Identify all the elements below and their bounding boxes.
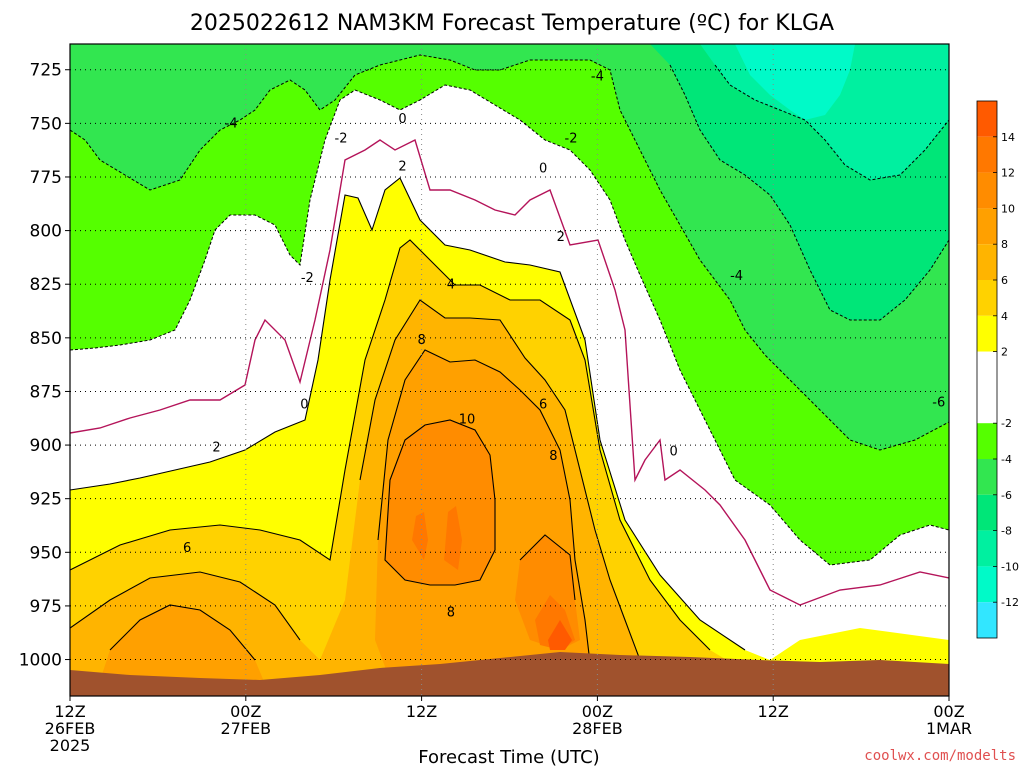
x-tick-label: 1MAR — [926, 719, 972, 738]
colorbar-swatch — [977, 459, 997, 495]
colorbar-label: -2 — [1001, 417, 1012, 430]
contour-label: 2 — [398, 159, 406, 174]
contour-label: 10 — [459, 412, 476, 427]
contour-label: 0 — [669, 445, 677, 460]
colorbar-swatch — [977, 101, 997, 137]
x-tick-label: 2025 — [50, 736, 91, 755]
colorbar-label: 10 — [1001, 202, 1015, 215]
x-axis-label: Forecast Time (UTC) — [418, 747, 599, 768]
contour-label: -2 — [565, 132, 578, 147]
colorbar-swatch — [977, 244, 997, 280]
contour-label: 2 — [557, 230, 565, 245]
contour-minus-8 — [714, 64, 949, 181]
colorbar-swatch — [977, 494, 997, 531]
y-tick-label: 750 — [30, 114, 62, 134]
region-14-to-16 — [548, 620, 572, 650]
plot-frame — [69, 43, 950, 697]
y-axis: 725 750 775 800 825 850 875 900 925 950 975 1000 — [19, 61, 70, 671]
colorbar-label: -12 — [1001, 596, 1019, 609]
contour-label: 8 — [447, 606, 455, 621]
colorbar-swatch — [977, 566, 997, 603]
y-tick-label: 900 — [30, 436, 62, 456]
contour-label: -4 — [591, 69, 604, 84]
contour-labels: -4 -4 -4 -2 -2 -2 0 0 0 0 2 2 2 4 8 6 10 8 6 8 -6 — [183, 69, 945, 621]
contour-label: 0 — [398, 112, 406, 127]
y-tick-label: 975 — [30, 597, 62, 617]
x-tick-label: 28FEB — [572, 719, 623, 738]
contour-label: -6 — [932, 395, 945, 410]
chart-title: 2025022612 NAM3KM Forecast Temperature (… — [190, 11, 834, 36]
contour-minus-6 — [669, 64, 949, 321]
colorbar-frame — [976, 100, 998, 639]
contour-label: -4 — [225, 117, 238, 132]
colorbar-swatch — [977, 136, 997, 173]
contour-label: 4 — [447, 277, 455, 292]
x-tick-label: 00Z — [230, 702, 261, 721]
colorbar-swatch — [977, 280, 997, 316]
contour-label: 6 — [183, 541, 191, 556]
colorbar: 14 12 10 8 6 4 2 -2 -4 -6 -8 -10 -12 — [976, 100, 1019, 639]
colorbar-label: 14 — [1001, 131, 1015, 144]
region-10-to-12 — [385, 420, 580, 650]
x-tick-label: 12Z — [54, 702, 85, 721]
colorbar-swatch — [977, 423, 997, 459]
terrain — [70, 652, 949, 696]
colorbar-label: -10 — [1001, 560, 1019, 573]
contour-zero — [70, 139, 949, 606]
colorbar-swatch — [977, 530, 997, 567]
colorbar-swatch — [977, 602, 997, 638]
y-tick-label: 1000 — [19, 651, 62, 671]
contour-plus-6 — [70, 299, 641, 661]
contour-plus-8 — [109, 349, 593, 681]
contour-label: 0 — [300, 397, 308, 412]
colorbar-swatch — [977, 315, 997, 352]
y-tick-label: 725 — [30, 61, 62, 81]
colorbar-swatch — [977, 172, 997, 209]
colorbar-label: -8 — [1001, 525, 1012, 538]
contour-label: 6 — [539, 397, 547, 412]
contour-plus-4 — [70, 239, 711, 651]
contour-label: -2 — [301, 271, 314, 286]
source-credit: coolwx.com/modelts — [864, 748, 1016, 764]
x-tick-label: 26FEB — [45, 719, 96, 738]
contour-plus-10 — [384, 419, 576, 601]
colorbar-swatch — [977, 351, 997, 424]
plot-area: -4 -4 -4 -2 -2 -2 0 0 0 0 2 2 2 4 8 6 10 8 6 8 -6 — [69, 43, 950, 697]
contour-label: 0 — [539, 162, 547, 177]
x-tick-label: 12Z — [758, 702, 789, 721]
colorbar-swatch — [977, 208, 997, 245]
y-tick-label: 950 — [30, 543, 62, 563]
contour-minus-2 — [70, 84, 949, 566]
colorbar-label: -4 — [1001, 453, 1012, 466]
contour-label: 2 — [212, 440, 220, 455]
contour-label: -4 — [730, 269, 743, 284]
x-tick-label: 27FEB — [220, 719, 271, 738]
colorbar-label: 6 — [1001, 274, 1008, 287]
contour-label: 8 — [417, 333, 425, 348]
x-tick-label: 00Z — [582, 702, 613, 721]
region-minus-10-to-minus-12 — [735, 44, 855, 120]
y-tick-label: 850 — [30, 329, 62, 349]
x-tick-label: 12Z — [406, 702, 437, 721]
grid-lines — [70, 44, 949, 696]
y-tick-label: 925 — [30, 490, 62, 510]
y-tick-label: 875 — [30, 382, 62, 402]
contour-label: -2 — [335, 132, 348, 147]
contour-plus-2 — [70, 177, 746, 651]
y-tick-label: 775 — [30, 168, 62, 188]
colorbar-label: -6 — [1001, 489, 1012, 502]
colorbar-label: 12 — [1001, 167, 1015, 180]
y-tick-label: 825 — [30, 275, 62, 295]
region-12-to-14 — [412, 506, 575, 650]
y-tick-label: 800 — [30, 222, 62, 242]
contour-minus-4 — [70, 54, 949, 451]
colorbar-label: 2 — [1001, 346, 1008, 359]
colorbar-label: 8 — [1001, 238, 1008, 251]
colorbar-label: 4 — [1001, 310, 1008, 323]
x-tick-label: 00Z — [933, 702, 964, 721]
contour-label: 8 — [549, 449, 557, 464]
